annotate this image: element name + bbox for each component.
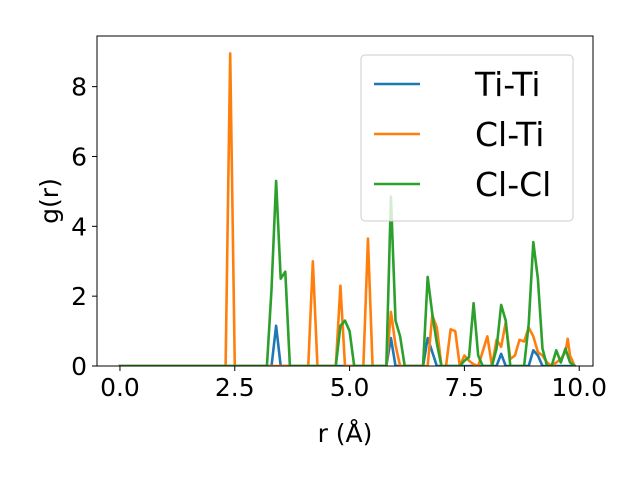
series-line-ti-ti (118, 324, 576, 366)
y-axis-label: g(r) (35, 178, 64, 224)
x-tick-label: 0.0 (100, 373, 140, 402)
series-line-cl-cl (118, 179, 577, 366)
x-axis-label: r (Å) (318, 419, 373, 448)
x-tick-label: 5.0 (330, 373, 370, 402)
x-tick-label: 2.5 (215, 373, 255, 402)
legend-label-cl-ti: Cl-Ti (475, 115, 544, 154)
y-tick-label: 2 (71, 282, 87, 311)
x-tick-label: 7.5 (445, 373, 485, 402)
y-tick-label: 8 (71, 73, 87, 102)
legend-box (360, 54, 574, 222)
series-layer (118, 52, 577, 366)
y-tick-label: 4 (71, 212, 87, 241)
axes-layer: 0.0 2.5 5.0 7.5 10.0 0 2 4 6 8 r (Å) g(r) (35, 35, 607, 448)
legend-label-cl-cl: Cl-Cl (475, 165, 551, 204)
y-tick-label: 0 (71, 352, 87, 381)
plot-frame (96, 35, 594, 367)
x-tick-label: 10.0 (551, 373, 607, 402)
series-line-cl-ti (118, 52, 577, 366)
legend: Ti-Ti Cl-Ti Cl-Cl (360, 54, 574, 222)
legend-label-ti-ti: Ti-Ti (474, 65, 541, 104)
y-tick-label: 6 (71, 142, 87, 171)
